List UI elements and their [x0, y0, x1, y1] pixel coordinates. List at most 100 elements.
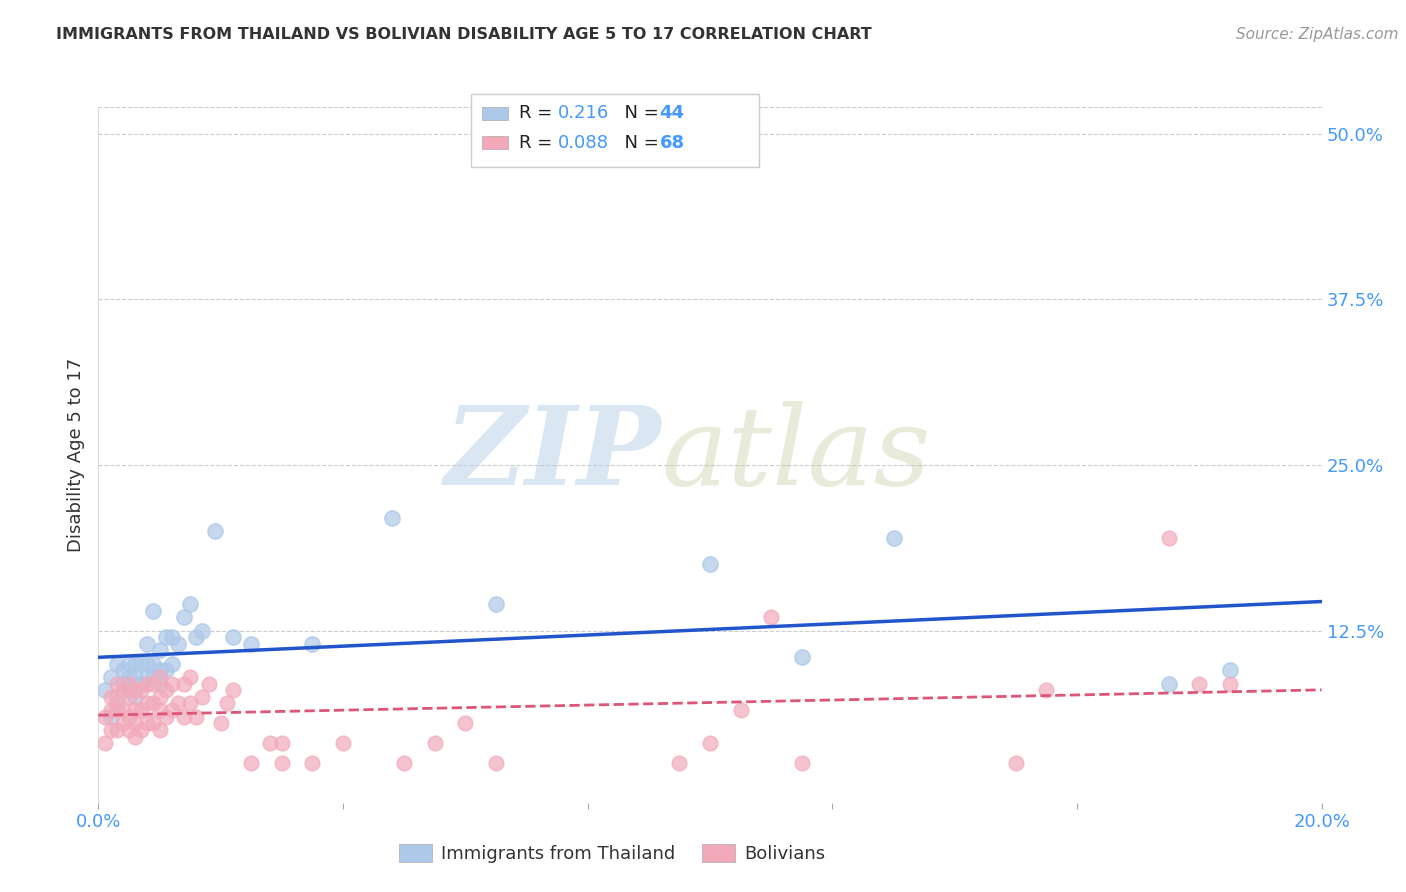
- Point: [118, 709, 141, 723]
- Point: [155, 663, 177, 677]
- Point: [167, 697, 190, 711]
- Point: [136, 670, 159, 684]
- Point: [149, 663, 172, 677]
- Point: [136, 676, 159, 690]
- Text: R =: R =: [519, 104, 558, 122]
- Point: [1188, 676, 1211, 690]
- Text: Source: ZipAtlas.com: Source: ZipAtlas.com: [1236, 27, 1399, 42]
- Point: [179, 597, 201, 611]
- Point: [155, 709, 177, 723]
- Point: [129, 723, 152, 737]
- Point: [173, 676, 195, 690]
- Point: [1219, 676, 1241, 690]
- Point: [173, 709, 195, 723]
- Point: [149, 703, 172, 717]
- Point: [124, 690, 146, 704]
- Point: [129, 657, 152, 671]
- Point: [93, 736, 115, 750]
- Point: [222, 630, 245, 644]
- Point: [179, 670, 201, 684]
- Point: [209, 716, 232, 731]
- Text: 44: 44: [659, 104, 685, 122]
- Text: N =: N =: [613, 104, 665, 122]
- Point: [668, 756, 690, 770]
- Point: [186, 630, 208, 644]
- Point: [118, 683, 141, 698]
- Text: 0.088: 0.088: [558, 134, 609, 152]
- Text: IMMIGRANTS FROM THAILAND VS BOLIVIAN DISABILITY AGE 5 TO 17 CORRELATION CHART: IMMIGRANTS FROM THAILAND VS BOLIVIAN DIS…: [56, 27, 872, 42]
- Point: [423, 736, 446, 750]
- Text: R =: R =: [519, 134, 558, 152]
- Point: [118, 723, 141, 737]
- Text: 68: 68: [659, 134, 685, 152]
- Point: [179, 697, 201, 711]
- Point: [118, 657, 141, 671]
- Point: [111, 703, 134, 717]
- Point: [485, 756, 508, 770]
- Point: [142, 657, 165, 671]
- Point: [160, 676, 183, 690]
- Point: [1157, 676, 1180, 690]
- Point: [173, 610, 195, 624]
- Point: [149, 643, 172, 657]
- Point: [204, 524, 226, 538]
- Point: [105, 723, 128, 737]
- Point: [118, 676, 141, 690]
- Point: [100, 723, 122, 737]
- Point: [699, 558, 721, 572]
- Point: [105, 657, 128, 671]
- Point: [118, 690, 141, 704]
- Point: [790, 650, 813, 665]
- Point: [93, 683, 115, 698]
- Point: [105, 703, 128, 717]
- Y-axis label: Disability Age 5 to 17: Disability Age 5 to 17: [66, 358, 84, 552]
- Point: [124, 730, 146, 744]
- Point: [167, 637, 190, 651]
- Point: [149, 670, 172, 684]
- Point: [105, 690, 128, 704]
- Point: [160, 630, 183, 644]
- Text: ZIP: ZIP: [444, 401, 661, 508]
- Point: [197, 676, 219, 690]
- Text: N =: N =: [613, 134, 665, 152]
- Point: [191, 624, 214, 638]
- Point: [186, 709, 208, 723]
- Point: [883, 531, 905, 545]
- Point: [1157, 531, 1180, 545]
- Point: [259, 736, 281, 750]
- Point: [149, 723, 172, 737]
- Point: [730, 703, 752, 717]
- Point: [790, 756, 813, 770]
- Point: [485, 597, 508, 611]
- Point: [111, 683, 134, 698]
- Point: [1035, 683, 1057, 698]
- Point: [100, 690, 122, 704]
- Point: [111, 663, 134, 677]
- Point: [332, 736, 354, 750]
- Point: [105, 697, 128, 711]
- Point: [100, 709, 122, 723]
- Text: 0.216: 0.216: [558, 104, 609, 122]
- Point: [301, 756, 323, 770]
- Legend: Immigrants from Thailand, Bolivians: Immigrants from Thailand, Bolivians: [392, 837, 832, 871]
- Point: [124, 703, 146, 717]
- Point: [111, 676, 134, 690]
- Point: [142, 604, 165, 618]
- Point: [240, 756, 263, 770]
- Point: [1004, 756, 1026, 770]
- Point: [149, 676, 172, 690]
- Point: [124, 716, 146, 731]
- Point: [129, 676, 152, 690]
- Point: [136, 637, 159, 651]
- Point: [136, 657, 159, 671]
- Point: [222, 683, 245, 698]
- Point: [124, 683, 146, 698]
- Point: [136, 697, 159, 711]
- Point: [136, 716, 159, 731]
- Point: [160, 657, 183, 671]
- Point: [759, 610, 782, 624]
- Point: [160, 703, 183, 717]
- Point: [215, 697, 238, 711]
- Point: [100, 703, 122, 717]
- Point: [100, 670, 122, 684]
